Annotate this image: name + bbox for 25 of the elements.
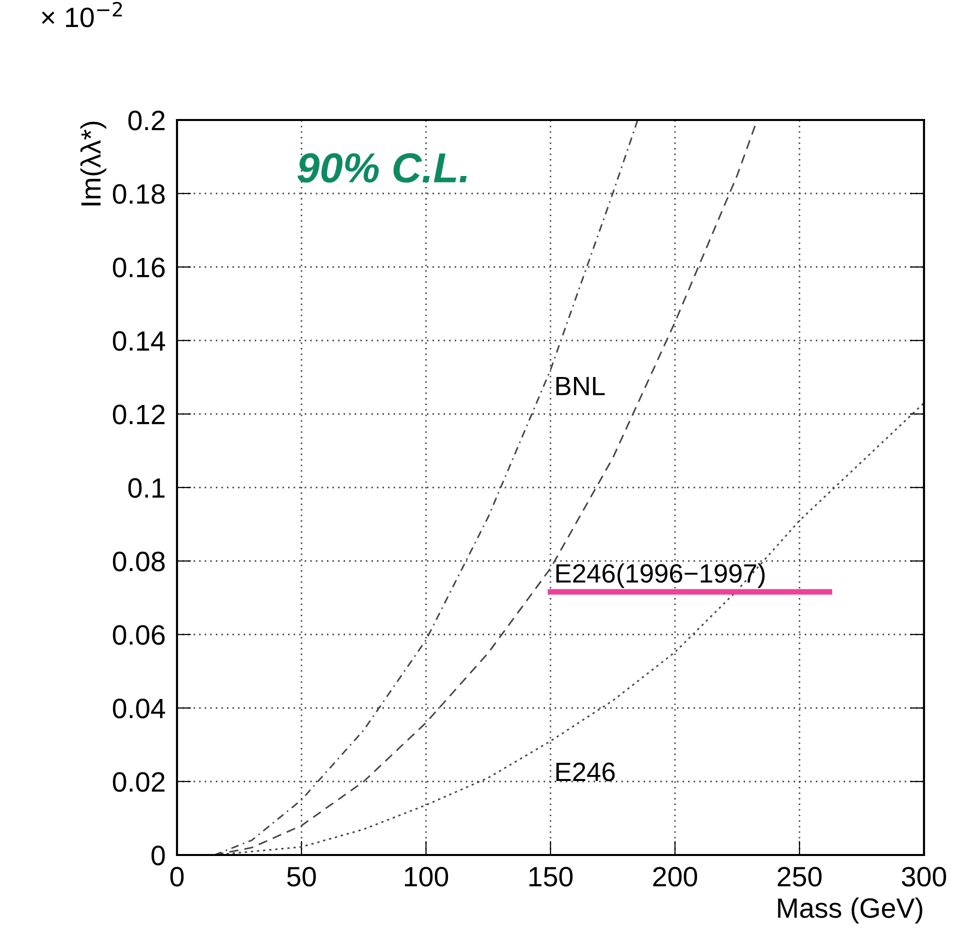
annotation: E246(1996−1997) xyxy=(556,563,765,588)
y-tick-label: 0.06 xyxy=(112,625,165,645)
y-tick-label: 0.12 xyxy=(112,404,164,424)
x-tick-label: 0 xyxy=(170,866,184,887)
x-tick-label: 300 xyxy=(902,866,946,887)
y-tick-label: 0.1 xyxy=(128,478,165,498)
x-tick-label: 250 xyxy=(778,866,822,887)
y-tick-label: 0.2 xyxy=(128,110,164,130)
y-tick-label: 0.14 xyxy=(112,331,166,351)
x-tick-label: 100 xyxy=(404,866,448,887)
x-tick-label: 50 xyxy=(287,866,316,887)
y-tick-label: 0 xyxy=(152,846,165,866)
y-tick-label: 0.02 xyxy=(112,772,164,792)
y-tick-label: 0.04 xyxy=(112,698,166,718)
annotation: 90% C.L. xyxy=(297,153,467,183)
x-tick-label: 200 xyxy=(653,866,698,887)
x-axis-title: Mass (GeV) xyxy=(778,898,922,924)
text: × 10$^{−2}$ xyxy=(42,2,122,28)
y-axis-title: Im(λλ*) xyxy=(80,122,106,206)
y-tick-label: 0.16 xyxy=(112,258,165,278)
y-tick-label: 0.18 xyxy=(112,184,165,204)
x-tick-label: 150 xyxy=(529,866,573,887)
y-tick-label: 0.08 xyxy=(112,552,165,572)
annotation: BNL xyxy=(556,376,605,396)
annotation: E246 xyxy=(556,762,615,782)
